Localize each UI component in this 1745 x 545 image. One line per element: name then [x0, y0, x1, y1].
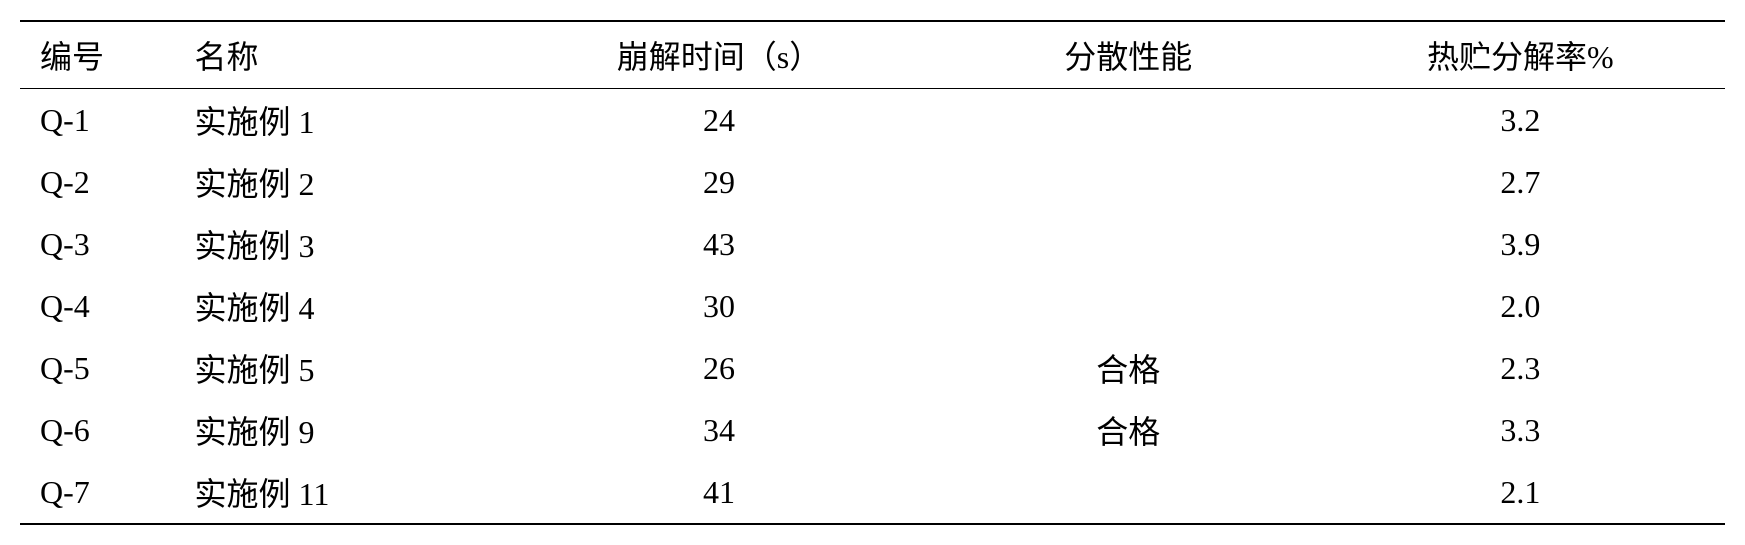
cell-perf — [941, 461, 1316, 524]
cell-rate: 3.3 — [1316, 399, 1725, 461]
cell-name: 实施例 5 — [191, 337, 498, 399]
table-row: Q-2 实施例 2 29 2.7 — [20, 151, 1725, 213]
cell-rate: 3.2 — [1316, 89, 1725, 152]
table-row: Q-4 实施例 4 30 2.0 — [20, 275, 1725, 337]
cell-id: Q-2 — [20, 151, 191, 213]
cell-perf — [941, 213, 1316, 275]
cell-time: 30 — [497, 275, 940, 337]
cell-time: 41 — [497, 461, 940, 524]
cell-id: Q-4 — [20, 275, 191, 337]
cell-name: 实施例 2 — [191, 151, 498, 213]
header-time: 崩解时间（s） — [497, 21, 940, 89]
table-body: Q-1 实施例 1 24 3.2 Q-2 实施例 2 29 2.7 Q-3 实施… — [20, 89, 1725, 525]
cell-perf: 合格 — [941, 337, 1316, 399]
table-header-row: 编号 名称 崩解时间（s） 分散性能 热贮分解率% — [20, 21, 1725, 89]
cell-id: Q-3 — [20, 213, 191, 275]
table-row: Q-5 实施例 5 26 合格 2.3 — [20, 337, 1725, 399]
header-id: 编号 — [20, 21, 191, 89]
cell-id: Q-6 — [20, 399, 191, 461]
cell-perf: 合格 — [941, 399, 1316, 461]
cell-time: 26 — [497, 337, 940, 399]
cell-time: 29 — [497, 151, 940, 213]
header-perf: 分散性能 — [941, 21, 1316, 89]
cell-id: Q-1 — [20, 89, 191, 152]
table-row: Q-1 实施例 1 24 3.2 — [20, 89, 1725, 152]
cell-rate: 2.7 — [1316, 151, 1725, 213]
cell-id: Q-5 — [20, 337, 191, 399]
header-name: 名称 — [191, 21, 498, 89]
cell-id: Q-7 — [20, 461, 191, 524]
data-table: 编号 名称 崩解时间（s） 分散性能 热贮分解率% Q-1 实施例 1 24 3… — [20, 20, 1725, 525]
table-row: Q-6 实施例 9 34 合格 3.3 — [20, 399, 1725, 461]
cell-rate: 2.0 — [1316, 275, 1725, 337]
cell-time: 43 — [497, 213, 940, 275]
table-row: Q-7 实施例 11 41 2.1 — [20, 461, 1725, 524]
table-row: Q-3 实施例 3 43 3.9 — [20, 213, 1725, 275]
cell-perf — [941, 89, 1316, 152]
cell-perf — [941, 275, 1316, 337]
cell-rate: 2.3 — [1316, 337, 1725, 399]
cell-perf — [941, 151, 1316, 213]
cell-name: 实施例 4 — [191, 275, 498, 337]
cell-rate: 2.1 — [1316, 461, 1725, 524]
header-rate: 热贮分解率% — [1316, 21, 1725, 89]
cell-time: 24 — [497, 89, 940, 152]
cell-name: 实施例 9 — [191, 399, 498, 461]
cell-name: 实施例 3 — [191, 213, 498, 275]
cell-time: 34 — [497, 399, 940, 461]
cell-name: 实施例 11 — [191, 461, 498, 524]
cell-name: 实施例 1 — [191, 89, 498, 152]
cell-rate: 3.9 — [1316, 213, 1725, 275]
